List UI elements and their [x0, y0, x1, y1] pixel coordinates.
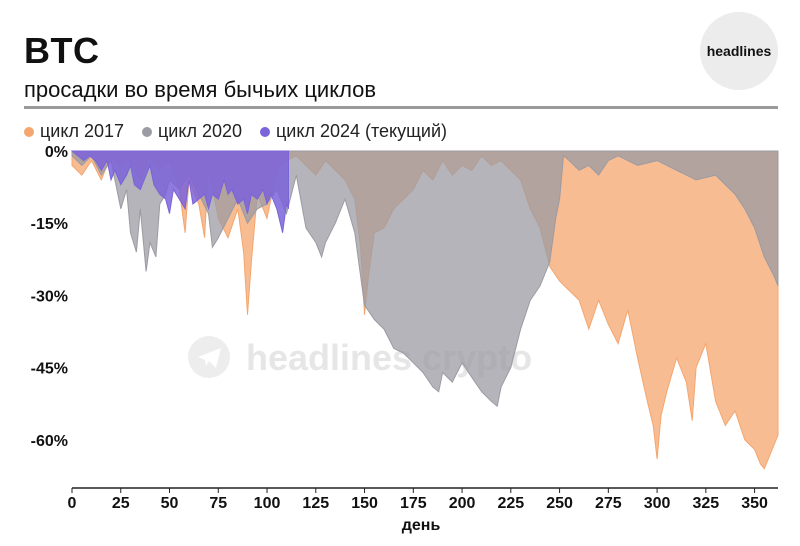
legend-item-2017: цикл 2017 [24, 121, 124, 142]
x-tick-label: 125 [302, 495, 329, 512]
series-area-2 [70, 150, 289, 233]
x-tick-label: 25 [112, 495, 130, 512]
x-axis-label: день [402, 517, 441, 534]
logo-text: headlines [706, 43, 772, 59]
series-area-1 [71, 150, 779, 408]
x-tick-label: 75 [209, 495, 227, 512]
series-areas [70, 150, 779, 470]
legend-item-2024: цикл 2024 (текущий) [260, 121, 447, 142]
y-tick-label: -45% [31, 361, 68, 378]
x-tick-label: 100 [254, 495, 281, 512]
telegram-plane-icon [198, 348, 221, 368]
legend-dot-2020 [142, 126, 152, 137]
legend-label-2017: цикл 2017 [40, 121, 124, 141]
legend-dot-2024 [260, 126, 270, 137]
x-tick-label: 300 [644, 495, 671, 512]
x-tick-label: 350 [741, 495, 768, 512]
x-tick-label: 175 [400, 495, 427, 512]
x-tick-label: 0 [68, 495, 77, 512]
headlines-logo: headlines [700, 12, 778, 90]
x-tick-label: 50 [161, 495, 179, 512]
chart-legend: цикл 2017 цикл 2020 цикл 2024 (текущий) [24, 121, 447, 142]
y-tick-label: -30% [31, 288, 68, 305]
x-tick-label: 275 [595, 495, 622, 512]
x-tick-label: 200 [449, 495, 476, 512]
legend-dot-2017 [24, 126, 34, 137]
legend-label-2024: цикл 2024 (текущий) [276, 121, 448, 141]
legend-item-2020: цикл 2020 [142, 121, 242, 142]
y-tick-label: -15% [31, 216, 68, 233]
axes: 0% -15% -30% -45% -60% 0 25 50 75 100 125 150 175 200… [31, 144, 778, 534]
x-tick-label: 250 [546, 495, 573, 512]
x-tick-label: 150 [351, 495, 378, 512]
legend-label-2020: цикл 2020 [158, 121, 242, 141]
title-divider [24, 106, 778, 109]
y-tick-label: -60% [31, 433, 68, 450]
chart-title: BTC [24, 30, 100, 71]
chart-subtitle: просадки во время бычьих циклов [24, 77, 377, 102]
y-tick-label: 0% [45, 144, 68, 161]
x-tick-label: 225 [497, 495, 524, 512]
x-tick-label: 325 [692, 495, 719, 512]
